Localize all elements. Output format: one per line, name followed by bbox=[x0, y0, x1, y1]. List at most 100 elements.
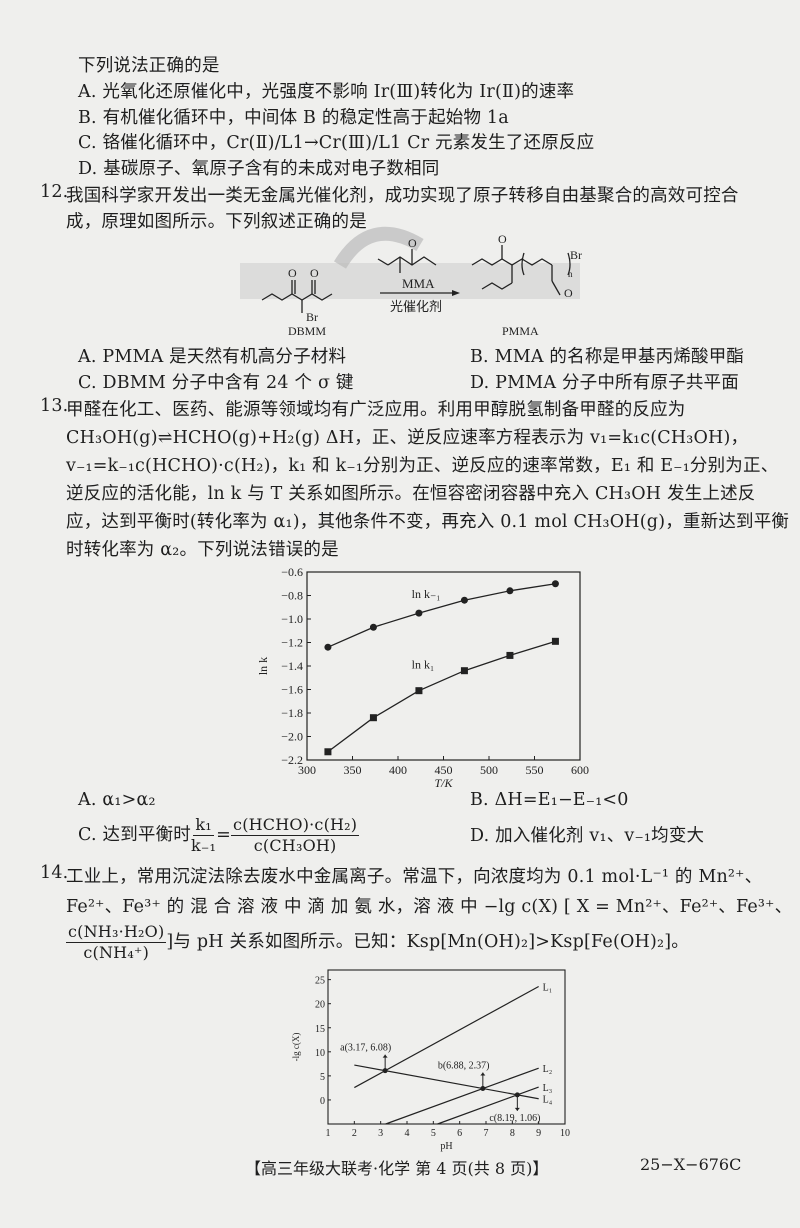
q14-line1: 工业上，常用沉淀法除去废水中金属离子。常温下，向浓度均为 0.1 mol·L⁻¹… bbox=[66, 867, 763, 887]
series-label: L₁ bbox=[543, 983, 553, 994]
fraction-ammonia: c(NH₃·H₂O) c(NH₄⁺) bbox=[66, 922, 167, 963]
data-point bbox=[551, 637, 559, 645]
x-tick-label: 6 bbox=[457, 1128, 462, 1139]
y-tick-label: −2.0 bbox=[281, 730, 303, 744]
q14-number: 14. bbox=[40, 863, 69, 883]
y-tick-label: 10 bbox=[315, 1048, 325, 1059]
series-label: L₄ bbox=[543, 1095, 553, 1106]
y-tick-label: −1.6 bbox=[281, 683, 303, 697]
x-tick-label: 300 bbox=[298, 763, 316, 777]
atom-o: O bbox=[310, 266, 319, 280]
atom-br: Br bbox=[306, 310, 318, 324]
q13-option-a: A. α₁>α₂ bbox=[78, 790, 156, 810]
series-label: ln k₁ bbox=[412, 657, 435, 671]
q13-line: CH₃OH(g)⇌HCHO(g)+H₂(g) ΔH，正、逆反应速率方程表示为 v… bbox=[66, 428, 749, 448]
data-point bbox=[506, 651, 514, 659]
y-tick-label: −2.2 bbox=[281, 753, 303, 767]
numerator: c(HCHO)·c(H₂) bbox=[231, 815, 360, 836]
x-tick-label: 450 bbox=[435, 763, 453, 777]
x-tick-label: 5 bbox=[431, 1128, 436, 1139]
data-point bbox=[369, 623, 377, 631]
x-tick-label: 350 bbox=[344, 763, 362, 777]
data-point bbox=[506, 587, 514, 595]
arrow-head bbox=[382, 1054, 388, 1058]
footer-code: 25−X−676C bbox=[640, 1155, 742, 1174]
q11-option-a: A. 光氧化还原催化中，光强度不影响 Ir(Ⅲ)转化为 Ir(Ⅱ)的速率 bbox=[78, 82, 575, 102]
data-point bbox=[551, 580, 559, 588]
atom-o: O bbox=[288, 266, 297, 280]
x-axis-label: pH bbox=[440, 1141, 452, 1152]
series-line bbox=[327, 640, 556, 753]
q12-option-c: C. DBMM 分子中含有 24 个 σ 键 bbox=[78, 373, 354, 393]
mma-label: MMA bbox=[402, 276, 435, 291]
data-point bbox=[460, 596, 468, 604]
arrow-head bbox=[514, 1107, 520, 1111]
q12-stem-line2: 成，原理如图所示。下列叙述正确的是 bbox=[66, 212, 367, 232]
plot-frame bbox=[327, 969, 566, 1125]
pmma-structure bbox=[471, 245, 571, 296]
x-tick-label: 10 bbox=[560, 1128, 570, 1139]
photocatalyst-label: 光催化剂 bbox=[390, 299, 442, 314]
fraction-concentration: c(HCHO)·c(H₂) c(CH₃OH) bbox=[231, 815, 360, 856]
series-line bbox=[354, 985, 539, 1089]
intersection-point bbox=[514, 1092, 520, 1098]
q12-stem-line1: 我国科学家开发出一类无金属光催化剂，成功实现了原子转移自由基聚合的高效可控合 bbox=[66, 186, 739, 206]
q12-option-a: A. PMMA 是天然有机高分子材料 bbox=[78, 347, 347, 367]
q14-line3-rest: ]与 pH 关系如图所示。已知：Ksp[Mn(OH)₂]>Ksp[Fe(OH)₂… bbox=[166, 932, 689, 952]
dbmm-structure bbox=[261, 280, 333, 313]
q14-line3: c(NH₃·H₂O) c(NH₄⁺)]与 pH 关系如图所示。已知：Ksp[Mn(… bbox=[66, 922, 689, 963]
x-tick-label: 4 bbox=[405, 1128, 410, 1139]
data-point bbox=[415, 609, 423, 617]
data-point bbox=[324, 643, 332, 651]
series-label: ln k₋₁ bbox=[412, 587, 441, 601]
q14-line2: Fe²⁺、Fe³⁺ 的 混 合 溶 液 中 滴 加 氨 水，溶 液 中 −lg … bbox=[66, 897, 793, 917]
data-point bbox=[369, 714, 377, 722]
arrow-head bbox=[452, 290, 460, 296]
y-tick-label: −0.6 bbox=[281, 565, 303, 579]
equals: = bbox=[216, 825, 232, 845]
q12-number: 12. bbox=[40, 182, 69, 202]
y-axis-label: ln k bbox=[256, 657, 270, 675]
series-line bbox=[437, 1086, 539, 1125]
series-line bbox=[385, 1067, 539, 1125]
q13-number: 13. bbox=[40, 396, 69, 416]
series-label: L₃ bbox=[543, 1083, 553, 1094]
subscript-n: n bbox=[568, 269, 573, 279]
q12-option-d: D. PMMA 分子中所有原子共平面 bbox=[470, 373, 739, 393]
series-line bbox=[327, 583, 556, 648]
annotation-label: b(6.88, 2.37) bbox=[438, 1061, 490, 1072]
annotation-label: a(3.17, 6.08) bbox=[340, 1043, 391, 1054]
x-tick-label: 7 bbox=[484, 1128, 489, 1139]
y-tick-label: 20 bbox=[315, 1000, 325, 1011]
x-tick-label: 550 bbox=[526, 763, 544, 777]
y-tick-label: −1.0 bbox=[281, 612, 303, 626]
y-tick-label: 25 bbox=[315, 976, 325, 987]
x-tick-label: 9 bbox=[536, 1128, 541, 1139]
y-tick-label: 5 bbox=[320, 1072, 325, 1083]
atom-o: O bbox=[564, 286, 573, 300]
y-tick-label: −1.8 bbox=[281, 706, 303, 720]
x-axis-label: T/K bbox=[434, 776, 453, 790]
x-tick-label: 400 bbox=[389, 763, 407, 777]
y-tick-label: −0.8 bbox=[281, 589, 303, 603]
mma-structure bbox=[377, 249, 437, 273]
annotation-label: c(8.19, 1.06) bbox=[489, 1113, 540, 1124]
q13-line: 甲醛在化工、医药、能源等领域均有广泛应用。利用甲醇脱氢制备甲醛的反应为 bbox=[66, 400, 686, 420]
x-tick-label: 8 bbox=[510, 1128, 515, 1139]
numerator: k₁ bbox=[193, 815, 214, 836]
denominator: k₋₁ bbox=[191, 836, 217, 855]
q12-reaction-scheme: O O Br DBMM O MMA 光催化剂 O Br n O PMMA bbox=[240, 226, 582, 338]
q11-option-d: D. 基碳原子、氧原子含有的未成对电子数相同 bbox=[78, 159, 440, 179]
fraction-k: k₁ k₋₁ bbox=[191, 815, 216, 856]
cycle-arrow-decoration bbox=[333, 226, 424, 269]
q13-line: v₋₁=k₋₁c(HCHO)·c(H₂)，k₁ 和 k₋₁分别为正、逆反应的速率… bbox=[66, 456, 779, 476]
plot-frame bbox=[306, 571, 581, 761]
q13-line: 应，达到平衡时(转化率为 α₁)，其他条件不变，再充入 0.1 mol CH₃O… bbox=[66, 512, 790, 532]
data-point bbox=[460, 667, 468, 675]
y-axis-label: -lg c(X) bbox=[292, 1033, 301, 1062]
q13-line: 时转化率为 α₂。下列说法错误的是 bbox=[66, 540, 339, 560]
q11-option-c: C. 铬催化循环中，Cr(Ⅱ)/L1→Cr(Ⅲ)/L1 Cr 元素发生了还原反应 bbox=[78, 133, 595, 153]
series-label: L₂ bbox=[543, 1064, 553, 1075]
q11-option-b: B. 有机催化循环中，中间体 B 的稳定性高于起始物 1a bbox=[78, 108, 509, 128]
